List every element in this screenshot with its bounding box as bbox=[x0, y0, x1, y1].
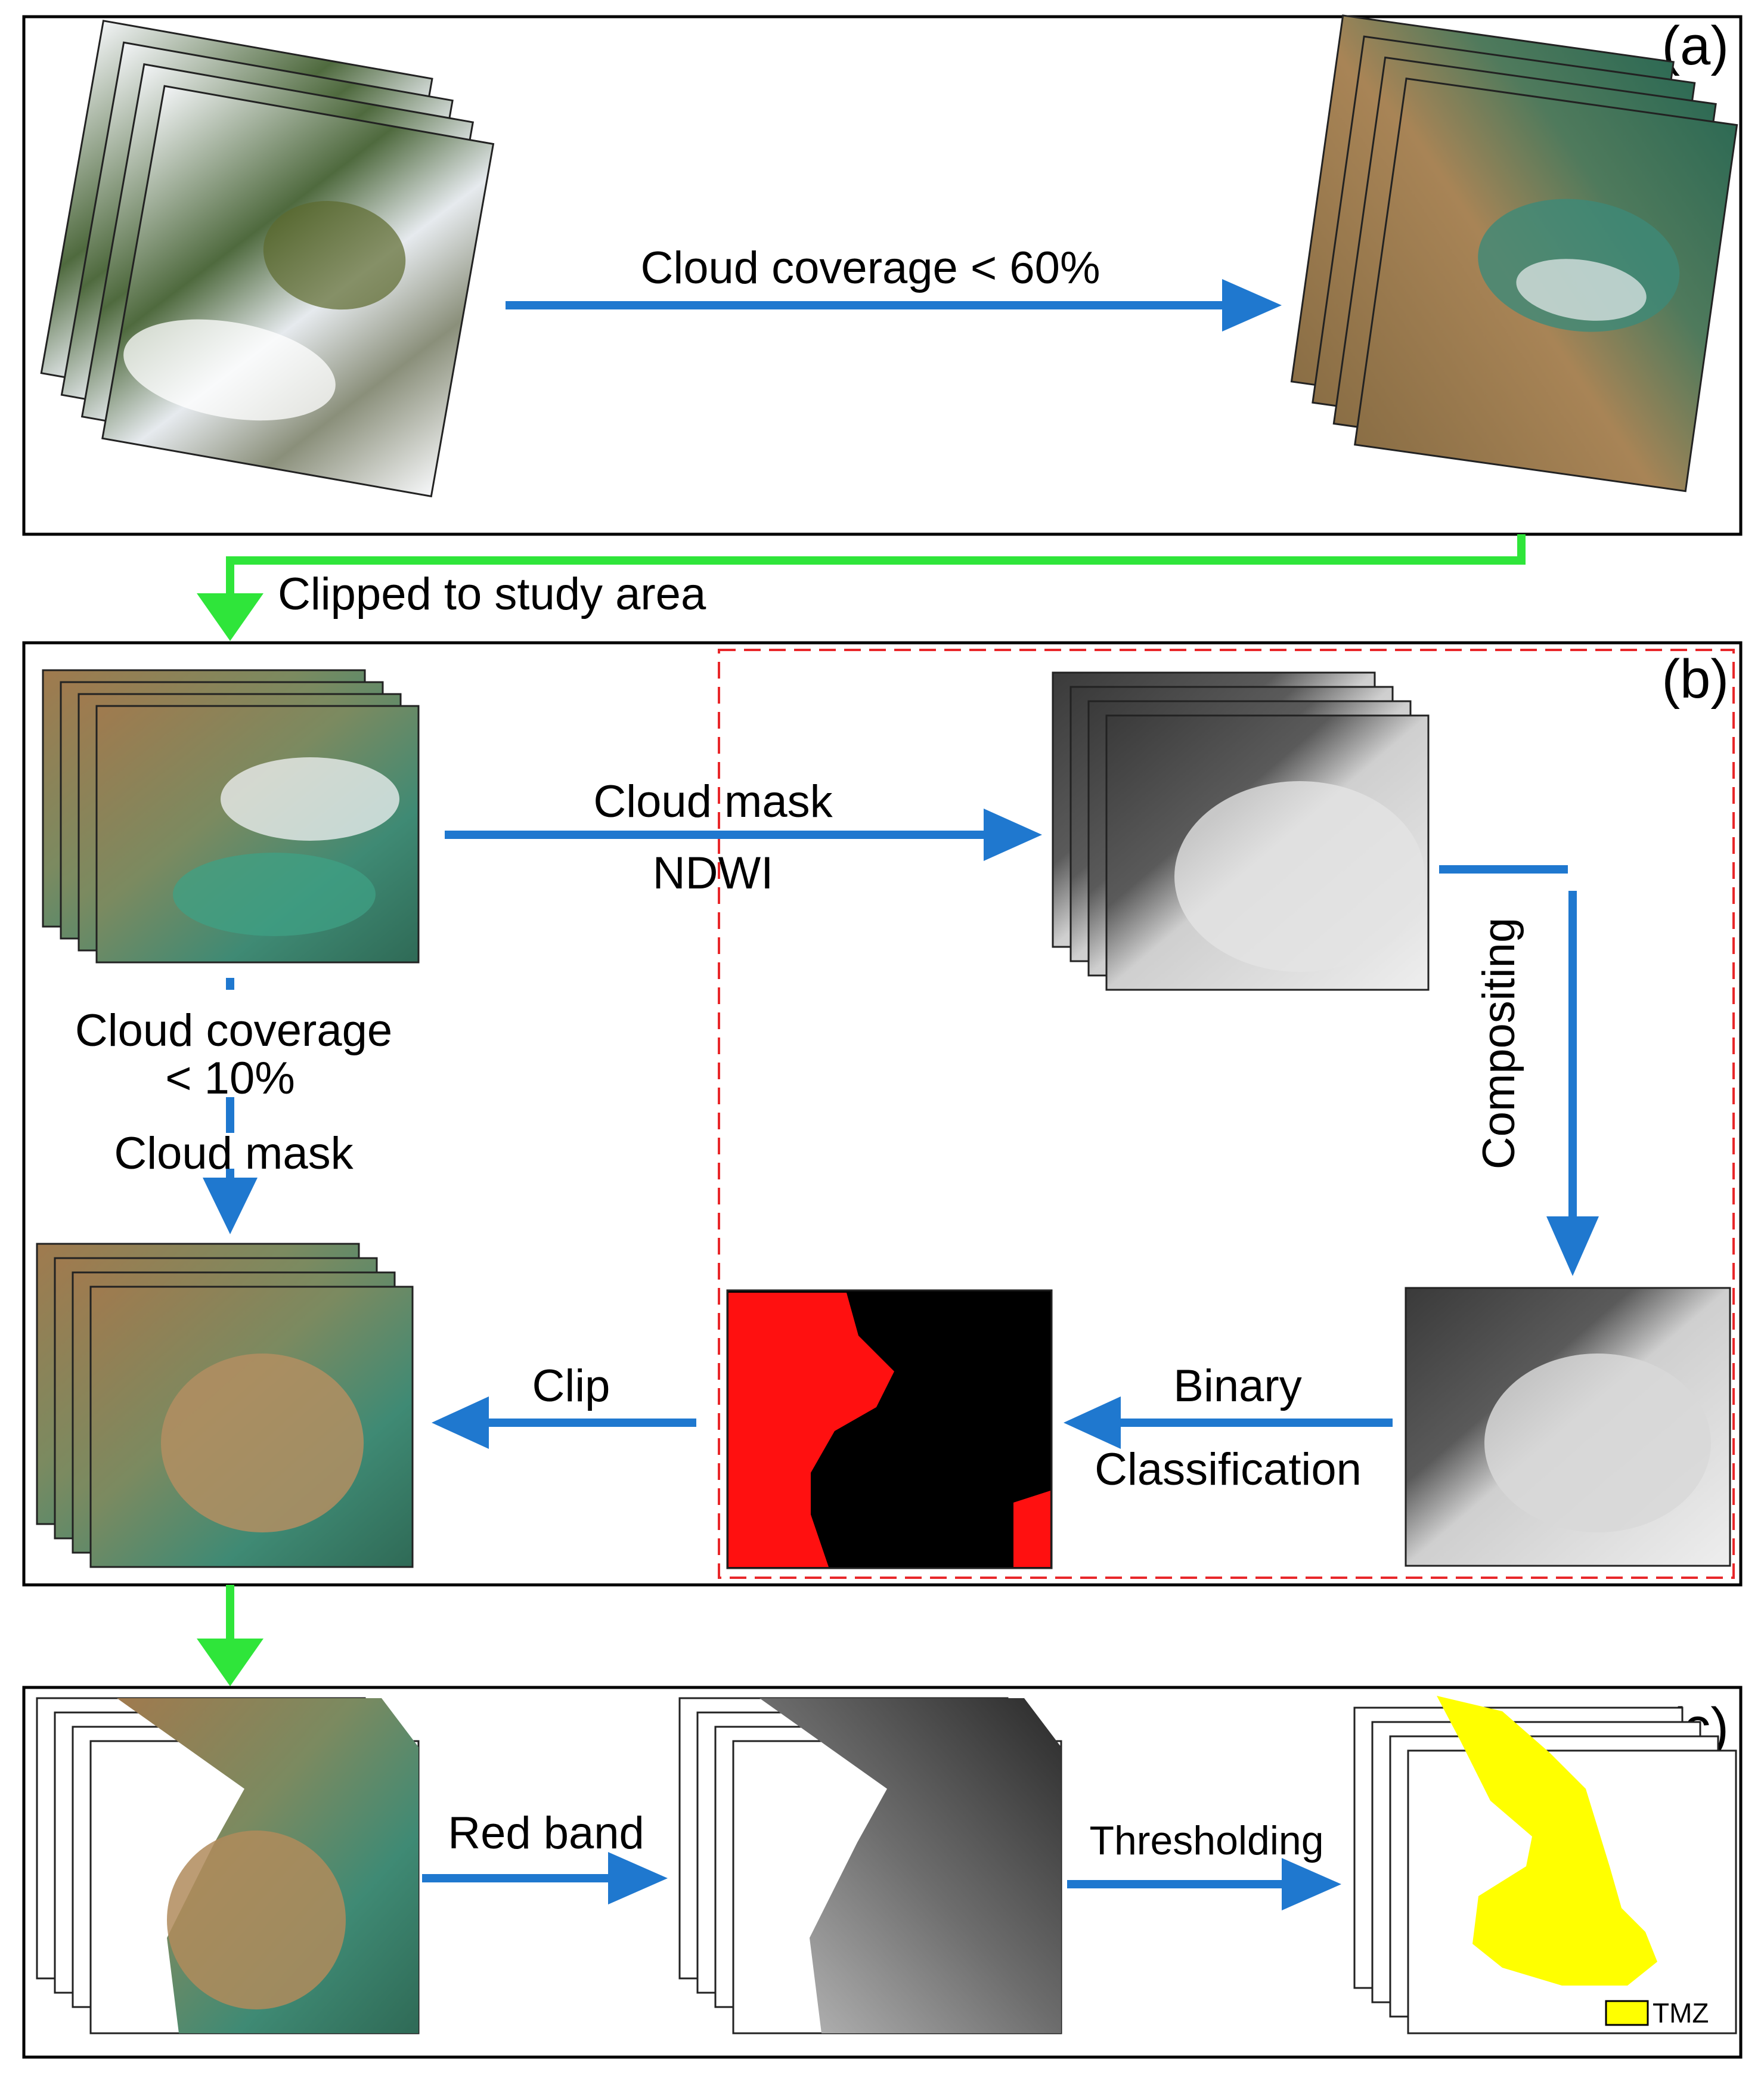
connector-b-to-c bbox=[197, 1585, 263, 1686]
step-red-band: Red band bbox=[448, 1808, 644, 1859]
step-thresholding: Thresholding bbox=[1089, 1818, 1323, 1863]
clear-image-stack bbox=[36, 1243, 414, 1568]
arrow-cloud-coverage-10 bbox=[203, 978, 258, 1234]
panel-c-frame bbox=[22, 1686, 1743, 2059]
cloudy-image-stack bbox=[40, 20, 495, 498]
step-cloud-coverage-10-1: Cloud coverage bbox=[75, 1005, 392, 1056]
legend-swatch-tmz bbox=[1605, 2000, 1649, 2026]
arrow-thresholding bbox=[1067, 1858, 1341, 1910]
arrow-red-band bbox=[422, 1852, 668, 1904]
legend-label-tmz: TMZ bbox=[1653, 1997, 1709, 2028]
step-clip: Clip bbox=[532, 1361, 610, 1411]
step-binary-2: Classification bbox=[1095, 1444, 1362, 1495]
connector-a-to-b bbox=[197, 534, 1526, 641]
step-cloud-mask-ndwi-1: Cloud mask bbox=[593, 776, 833, 827]
panel-a-frame bbox=[22, 15, 1743, 536]
filtered-image-stack bbox=[1290, 14, 1738, 493]
legend: TMZ bbox=[1605, 1997, 1709, 2028]
ndwi-image-stack bbox=[1052, 671, 1430, 991]
red-band-image-stack bbox=[678, 1697, 1062, 2034]
step-cloud-coverage-10-2: < 10% bbox=[165, 1053, 295, 1104]
step-cloud-mask: Cloud mask bbox=[114, 1128, 354, 1179]
arrow-cloud-filter bbox=[506, 279, 1282, 332]
step-compositing: Compositing bbox=[1474, 918, 1524, 1169]
arrow-clip bbox=[432, 1396, 696, 1449]
ndwi-processing-box bbox=[718, 649, 1735, 1579]
panel-b-label: (b) bbox=[1662, 649, 1729, 710]
panel-b-frame bbox=[22, 641, 1743, 1587]
composite-image bbox=[1405, 1287, 1731, 1567]
clipped-image-stack bbox=[42, 669, 420, 964]
arrow-cloud-mask-ndwi bbox=[445, 809, 1042, 861]
tmz-image-stack bbox=[1353, 1696, 1737, 2034]
step-clipped: Clipped to study area bbox=[278, 569, 706, 620]
step-cloud-coverage-60: Cloud coverage < 60% bbox=[640, 243, 1100, 293]
truecolor-image-stack bbox=[36, 1697, 420, 2034]
arrow-compositing bbox=[1439, 865, 1599, 1276]
step-cloud-mask-ndwi-2: NDWI bbox=[653, 848, 774, 899]
step-binary-1: Binary bbox=[1173, 1361, 1301, 1411]
binary-mask-image bbox=[726, 1289, 1053, 1569]
arrow-binary-classification bbox=[1064, 1396, 1393, 1449]
